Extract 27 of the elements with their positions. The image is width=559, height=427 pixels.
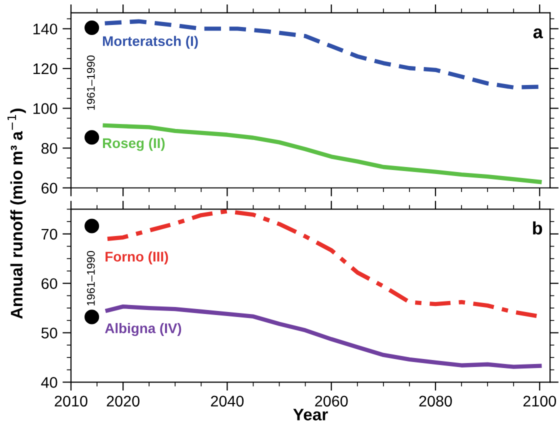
x-tick-label: 2010 xyxy=(54,396,88,407)
y-tick-label: 60 xyxy=(42,182,58,194)
series-label: Morteratsch (I) xyxy=(102,36,198,49)
series-label: Forno (III) xyxy=(106,251,168,264)
x-tick-label: 2080 xyxy=(419,396,452,407)
y-axis-title: Annual runoff (mio m³ a$^{−1}$) xyxy=(8,108,26,319)
x-axis-title: Year xyxy=(293,408,328,420)
series-label: Roseg (II) xyxy=(102,138,165,151)
annotation: a xyxy=(533,28,543,38)
x-tick-label: 2040 xyxy=(210,396,244,407)
y-tick-label: 70 xyxy=(42,228,58,240)
x-tick-label: 2100 xyxy=(523,396,556,407)
y-tick-label: 40 xyxy=(41,377,58,388)
y-tick-label: 100 xyxy=(33,103,58,114)
annotation: 1961–1990 xyxy=(86,55,95,110)
annotation: 1961–1990 xyxy=(86,251,95,306)
series-label: Albigna (IV) xyxy=(105,323,182,336)
line-series xyxy=(102,123,542,184)
y-tick-label: 140 xyxy=(33,24,58,34)
y-tick-label: 80 xyxy=(41,142,58,154)
y-tick-label: 60 xyxy=(42,278,58,290)
y-tick-label: 50 xyxy=(41,328,58,338)
line-series xyxy=(105,304,542,369)
annotation: b xyxy=(533,221,542,235)
x-tick-label: 2060 xyxy=(315,396,348,407)
x-tick-label: 2020 xyxy=(106,396,140,407)
y-tick-label: 120 xyxy=(33,63,58,74)
